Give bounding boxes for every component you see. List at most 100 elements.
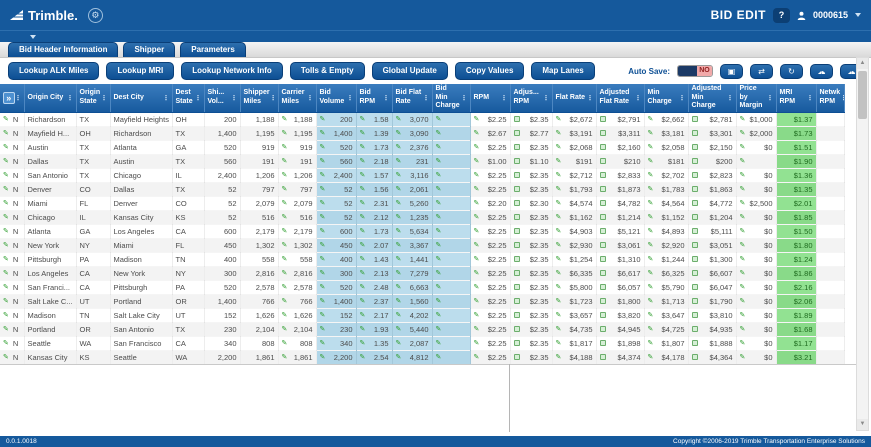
edit-cell-icon[interactable]: ✎ [319, 340, 326, 347]
adjusted-value-icon[interactable] [513, 186, 520, 192]
lane-row[interactable]: ✎ N Mayfield H... OH Richardson TX 1,400 1,195 ✎… [0, 126, 845, 141]
edit-cell-icon[interactable]: ✎ [435, 354, 442, 361]
lane-row[interactable]: ✎ N Seattle WA San Francisco CA 340 808 ✎ 808 ✎ 340… [0, 336, 845, 351]
edit-cell-icon[interactable]: ✎ [281, 130, 288, 137]
adjusted-value-icon[interactable] [513, 256, 520, 262]
lane-row[interactable]: ✎ N Los Angeles CA New York NY 300 2,816 ✎ 2,816 ✎… [0, 266, 845, 281]
adjusted-value-icon[interactable] [513, 116, 520, 122]
column-menu-icon[interactable]: ⋮ [586, 94, 594, 102]
edit-cell-icon[interactable]: ✎ [555, 200, 562, 207]
column-header-netwk-rpm[interactable]: Netwk RPM⋮ [816, 84, 845, 113]
adjusted-value-icon[interactable] [513, 130, 520, 136]
edit-cell-icon[interactable]: ✎ [319, 354, 326, 361]
edit-row-icon[interactable]: ✎ [3, 242, 9, 249]
edit-cell-icon[interactable]: ✎ [435, 214, 442, 221]
edit-cell-icon[interactable]: ✎ [473, 298, 480, 305]
column-header-bid-min-charge[interactable]: Bid Min Charge ⋮ [432, 84, 471, 113]
adjusted-value-icon[interactable] [599, 326, 606, 332]
edit-row-icon[interactable]: ✎ [3, 158, 9, 165]
vertical-scrollbar[interactable]: ▲ ▼ [856, 57, 869, 431]
edit-cell-icon[interactable]: ✎ [739, 200, 746, 207]
edit-row-icon[interactable]: ✎ [3, 116, 9, 123]
column-header-carrier-miles[interactable]: Carrier Miles ⋮ [278, 84, 317, 113]
edit-cell-icon[interactable]: ✎ [473, 354, 480, 361]
edit-cell-icon[interactable]: ✎ [319, 298, 326, 305]
edit-cell-icon[interactable]: ✎ [647, 144, 654, 151]
edit-cell-icon[interactable]: ✎ [281, 228, 288, 235]
lane-row[interactable]: ✎ N Chicago IL Kansas City KS 52 516 ✎ 516 ✎ 52 ✎ 2.1… [0, 210, 845, 225]
edit-cell-icon[interactable]: ✎ [739, 228, 746, 235]
edit-cell-icon[interactable]: ✎ [395, 340, 402, 347]
edit-cell-icon[interactable]: ✎ [435, 298, 442, 305]
edit-cell-icon[interactable]: ✎ [555, 270, 562, 277]
edit-cell-icon[interactable]: ✎ [395, 312, 402, 319]
column-menu-icon[interactable]: ⋮ [14, 94, 22, 102]
edit-cell-icon[interactable]: ✎ [473, 214, 480, 221]
edit-cell-icon[interactable]: ✎ [555, 144, 562, 151]
edit-row-icon[interactable]: ✎ [3, 270, 9, 277]
edit-cell-icon[interactable]: ✎ [281, 326, 288, 333]
edit-cell-icon[interactable]: ✎ [473, 284, 480, 291]
edit-cell-icon[interactable]: ✎ [473, 144, 480, 151]
edit-cell-icon[interactable]: ✎ [395, 172, 402, 179]
edit-cell-icon[interactable]: ✎ [435, 172, 442, 179]
map-lanes-button[interactable]: Map Lanes [531, 62, 595, 80]
edit-cell-icon[interactable]: ✎ [473, 242, 480, 249]
edit-cell-icon[interactable]: ✎ [319, 158, 326, 165]
edit-cell-icon[interactable]: ✎ [319, 186, 326, 193]
edit-cell-icon[interactable]: ✎ [359, 130, 366, 137]
edit-cell-icon[interactable]: ✎ [647, 158, 654, 165]
edit-cell-icon[interactable]: ✎ [395, 228, 402, 235]
lookup-mri-button[interactable]: Lookup MRI [106, 62, 175, 80]
account-caret-icon[interactable] [855, 13, 861, 17]
column-header-price-by-margin[interactable]: Price by Margin ⋮ [736, 84, 777, 113]
edit-cell-icon[interactable]: ✎ [435, 186, 442, 193]
column-header-flat-rate[interactable]: Flat Rate ⋮ [552, 84, 597, 113]
adjusted-value-icon[interactable] [513, 214, 520, 220]
lane-row[interactable]: ✎ N Kansas City KS Seattle WA 2,200 1,861 ✎ 1,861… [0, 350, 845, 365]
cloud-download-button[interactable]: ☁ ↓ [810, 63, 833, 79]
edit-cell-icon[interactable]: ✎ [319, 242, 326, 249]
edit-cell-icon[interactable]: ✎ [395, 270, 402, 277]
lane-row[interactable]: ✎ N Atlanta GA Los Angeles CA 600 2,179 ✎ 2,179 ✎ 6… [0, 224, 845, 239]
edit-cell-icon[interactable]: ✎ [319, 144, 326, 151]
edit-cell-icon[interactable]: ✎ [647, 284, 654, 291]
adjusted-value-icon[interactable] [599, 312, 606, 318]
column-header-shipper-miles[interactable]: Shipper Miles ⋮ [240, 84, 279, 113]
column-header-bid-rpm[interactable]: Bid RPM ⋮ [356, 84, 393, 113]
adjusted-value-icon[interactable] [691, 270, 698, 276]
edit-cell-icon[interactable]: ✎ [359, 172, 366, 179]
edit-cell-icon[interactable]: ✎ [281, 270, 288, 277]
edit-row-icon[interactable]: ✎ [3, 340, 9, 347]
edit-cell-icon[interactable]: ✎ [359, 256, 366, 263]
adjusted-value-icon[interactable] [691, 200, 698, 206]
tab-bid-header-information[interactable]: Bid Header Information [8, 42, 119, 57]
edit-cell-icon[interactable]: ✎ [281, 242, 288, 249]
edit-cell-icon[interactable]: ✎ [555, 340, 562, 347]
edit-cell-icon[interactable]: ✎ [395, 116, 402, 123]
edit-cell-icon[interactable]: ✎ [555, 158, 562, 165]
edit-cell-icon[interactable]: ✎ [647, 340, 654, 347]
edit-cell-icon[interactable]: ✎ [739, 256, 746, 263]
edit-cell-icon[interactable]: ✎ [473, 186, 480, 193]
column-header-dest-city[interactable]: Dest City ⋮ [110, 84, 173, 113]
edit-row-icon[interactable]: ✎ [3, 130, 9, 137]
edit-cell-icon[interactable]: ✎ [395, 298, 402, 305]
edit-cell-icon[interactable]: ✎ [647, 214, 654, 221]
edit-cell-icon[interactable]: ✎ [359, 354, 366, 361]
adjusted-value-icon[interactable] [513, 284, 520, 290]
column-menu-icon[interactable]: ⋮ [840, 94, 843, 102]
adjusted-value-icon[interactable] [691, 284, 698, 290]
edit-cell-icon[interactable]: ✎ [281, 158, 288, 165]
edit-cell-icon[interactable]: ✎ [555, 214, 562, 221]
edit-cell-icon[interactable]: ✎ [395, 354, 402, 361]
expand-all-icon[interactable]: » [3, 91, 15, 104]
edit-cell-icon[interactable]: ✎ [319, 116, 326, 123]
edit-cell-icon[interactable]: ✎ [647, 172, 654, 179]
edit-cell-icon[interactable]: ✎ [319, 284, 326, 291]
copy-values-button[interactable]: Copy Values [454, 62, 525, 80]
edit-cell-icon[interactable]: ✎ [395, 130, 402, 137]
edit-cell-icon[interactable]: ✎ [435, 270, 442, 277]
column-menu-icon[interactable]: ⋮ [726, 94, 734, 102]
column-header-adj-flat-rate[interactable]: Adjusted Flat Rate ⋮ [596, 84, 645, 113]
